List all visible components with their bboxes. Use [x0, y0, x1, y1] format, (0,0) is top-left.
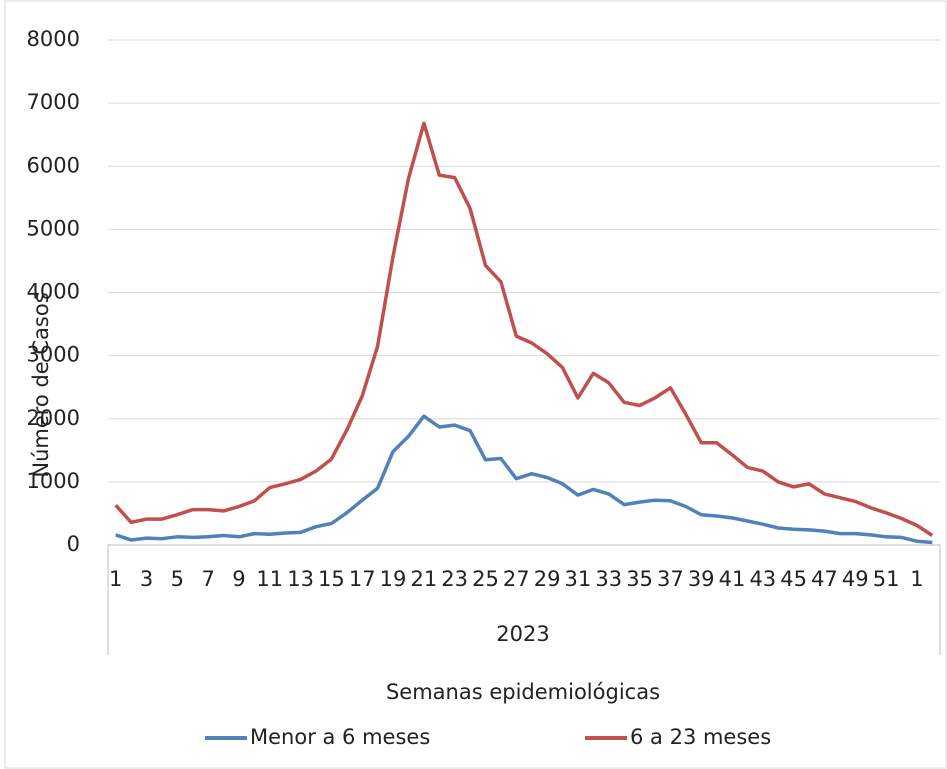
y-tick-label: 3000 — [27, 343, 80, 367]
x-tick-label: 1 — [109, 567, 122, 591]
x-tick-label: 9 — [232, 567, 245, 591]
x-tick-label: 47 — [811, 567, 838, 591]
x-tick-label: 37 — [657, 567, 684, 591]
x-tick-label: 27 — [503, 567, 530, 591]
x-tick-label: 3 — [140, 567, 153, 591]
x-tick-label: 25 — [472, 567, 499, 591]
x-tick-label: 11 — [256, 567, 283, 591]
y-tick-label: 7000 — [27, 90, 80, 114]
legend-label: Menor a 6 meses — [250, 725, 430, 749]
x-tick-label: 21 — [410, 567, 437, 591]
x-tick-label: 15 — [318, 567, 345, 591]
x-tick-label: 7 — [201, 567, 214, 591]
x-tick-label: 31 — [565, 567, 592, 591]
x-tick-label: 13 — [287, 567, 314, 591]
x-tick-label: 29 — [534, 567, 561, 591]
y-tick-label: 0 — [67, 532, 80, 556]
x-tick-label: 45 — [780, 567, 807, 591]
y-tick-label: 1000 — [27, 469, 80, 493]
x-tick-label: 43 — [749, 567, 776, 591]
y-tick-label: 8000 — [27, 27, 80, 51]
chart-border — [4, 0, 947, 769]
legend-label: 6 a 23 meses — [630, 725, 771, 749]
y-tick-label: 5000 — [27, 216, 80, 240]
x-group-label: 2023 — [496, 622, 549, 646]
x-tick-label: 35 — [626, 567, 653, 591]
series-line — [115, 414, 933, 545]
x-tick-label: 19 — [380, 567, 407, 591]
x-tick-label: 23 — [441, 567, 468, 591]
x-tick-label: 17 — [349, 567, 376, 591]
x-tick-label: 5 — [171, 567, 184, 591]
y-tick-label: 4000 — [27, 280, 80, 304]
y-tick-label: 6000 — [27, 153, 80, 177]
x-tick-label: 49 — [842, 567, 869, 591]
x-tick-label: 51 — [873, 567, 900, 591]
x-tick-label: 41 — [719, 567, 746, 591]
series-line — [114, 121, 934, 537]
x-tick-label: 1 — [910, 567, 923, 591]
x-tick-label: 39 — [688, 567, 715, 591]
x-axis-title: Semanas epidemiológicas — [386, 680, 660, 704]
y-tick-label: 2000 — [27, 406, 80, 430]
y-axis-title: Número de Casos — [29, 292, 53, 477]
x-tick-label: 33 — [595, 567, 622, 591]
